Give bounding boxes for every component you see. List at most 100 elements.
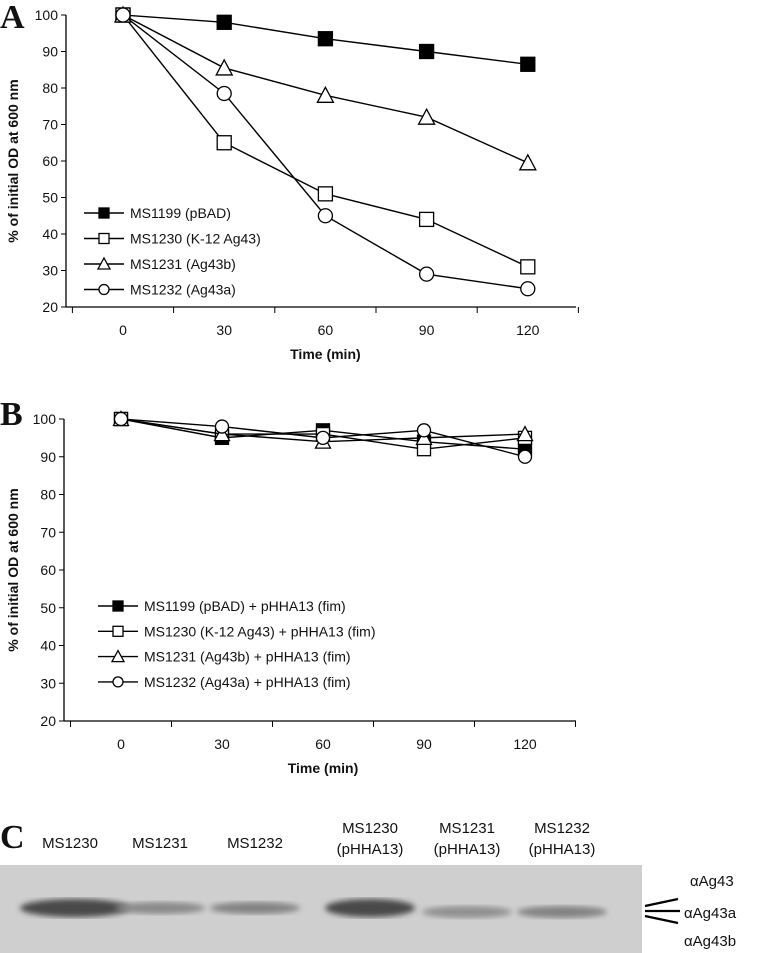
legend-marker [98, 232, 110, 245]
legend-label: MS1230 (K-12 Ag43) [130, 231, 261, 247]
x-tick-label: 60 [315, 736, 331, 752]
chart-a: 20 30 40 50 60 70 80 90 100 0 30 60 90 120 Time (min)%… [5, 5, 579, 362]
data-point [316, 85, 335, 103]
y-tick-label: 80 [42, 80, 58, 96]
data-point [317, 208, 334, 224]
data-point [518, 153, 537, 171]
protein-band [325, 899, 415, 917]
legend-marker [98, 207, 110, 219]
lane-label: MS1230 [42, 835, 98, 852]
data-point [216, 14, 232, 30]
band-pointer-line [644, 897, 679, 908]
data-point [215, 58, 234, 76]
data-point [418, 43, 435, 60]
y-axis-title: % of initial OD at 600 nm [5, 79, 21, 242]
legend-label: MS1199 (pBAD) [130, 205, 231, 221]
y-tick-label: 70 [40, 524, 56, 540]
lane-label: MS1232 [534, 820, 590, 837]
y-tick-label: 30 [40, 675, 56, 691]
legend-marker [112, 676, 124, 688]
data-point [520, 56, 536, 72]
data-point [417, 107, 436, 125]
y-tick-label: 60 [40, 562, 56, 578]
panel-label-a: A [0, 0, 25, 36]
y-tick-label: 40 [42, 226, 58, 242]
x-axis-title: Time (min) [290, 346, 361, 362]
data-point [517, 449, 533, 464]
lane-label-sub: (pHHA13) [337, 841, 404, 858]
protein-band [115, 902, 205, 914]
series-line [122, 14, 529, 268]
x-axis-title: Time (min) [288, 760, 359, 776]
data-point [317, 31, 334, 47]
x-tick-label: 0 [117, 736, 125, 752]
legend-marker [110, 649, 126, 663]
western-blot: MS1230 MS1231 MS1232 MS1230 (pHHA13) MS1231 (p… [0, 820, 737, 953]
y-tick-label: 20 [40, 713, 56, 729]
lane-label-sub: (pHHA13) [434, 841, 501, 858]
legend-label: MS1231 (Ag43b) + pHHA13 (fim) [144, 649, 351, 665]
protein-band [210, 902, 300, 914]
x-tick-label: 90 [419, 322, 435, 338]
lane-label: MS1232 [227, 835, 283, 852]
y-tick-label: 50 [42, 190, 58, 206]
y-tick-label: 90 [40, 449, 56, 465]
legend-label: MS1199 (pBAD) + pHHA13 (fim) [144, 598, 346, 614]
y-tick-label: 30 [42, 263, 58, 279]
y-tick-label: 80 [40, 487, 56, 503]
data-point [418, 211, 435, 228]
y-axis-title: % of initial OD at 600 nm [5, 488, 21, 651]
x-tick-label: 90 [416, 736, 432, 752]
x-tick-label: 120 [516, 322, 540, 338]
legend-label: MS1231 (Ag43b) [130, 256, 236, 272]
data-point [516, 425, 534, 442]
lane-label: MS1231 [132, 835, 188, 852]
x-tick-label: 120 [513, 736, 537, 752]
data-point [216, 85, 232, 102]
data-point [113, 411, 129, 427]
band-label: αAg43 [690, 873, 734, 890]
y-tick-label: 70 [42, 117, 58, 133]
panel-label-c: C [0, 819, 25, 856]
x-tick-label: 0 [119, 322, 127, 338]
data-point [216, 135, 232, 151]
series-0 [115, 7, 536, 72]
x-tick-label: 30 [216, 322, 232, 338]
panel-label-b: B [0, 396, 23, 433]
legend-marker [96, 256, 112, 270]
lane-label: MS1230 [342, 820, 398, 837]
data-point [317, 186, 334, 202]
y-tick-label: 40 [40, 638, 56, 654]
y-tick-label: 90 [42, 44, 58, 60]
data-point [520, 259, 536, 275]
y-tick-label: 20 [42, 299, 58, 315]
x-tick-label: 30 [214, 736, 230, 752]
legend-marker [98, 283, 110, 296]
legend-label: MS1232 (Ag43a) [130, 282, 236, 298]
y-tick-label: 100 [35, 7, 59, 23]
lane-label-sub: (pHHA13) [529, 841, 596, 858]
series-3 [113, 411, 533, 464]
legend-label: MS1232 (Ag43a) + pHHA13 (fim) [144, 674, 351, 690]
series-3 [115, 7, 536, 297]
protein-band [517, 906, 607, 918]
chart-b: 20 30 40 50 60 70 80 90 100 0 30 60 90 120 Time (min)%… [5, 410, 576, 776]
legend-label: MS1230 (K-12 Ag43) + pHHA13 (fim) [144, 623, 376, 639]
x-tick-label: 60 [318, 322, 334, 338]
y-tick-label: 50 [40, 600, 56, 616]
data-point [115, 7, 131, 23]
band-label: αAg43a [684, 905, 737, 922]
y-tick-label: 60 [42, 153, 58, 169]
band-pointer-line [644, 914, 679, 925]
data-point [214, 419, 230, 434]
protein-band [20, 899, 130, 917]
lane-label: MS1231 [439, 820, 495, 837]
protein-band [422, 906, 512, 918]
data-point [416, 423, 432, 438]
y-tick-label: 100 [33, 411, 57, 427]
legend-marker [112, 600, 124, 612]
legend-marker [112, 625, 124, 637]
data-point [418, 266, 435, 282]
band-label: αAg43b [684, 933, 736, 950]
